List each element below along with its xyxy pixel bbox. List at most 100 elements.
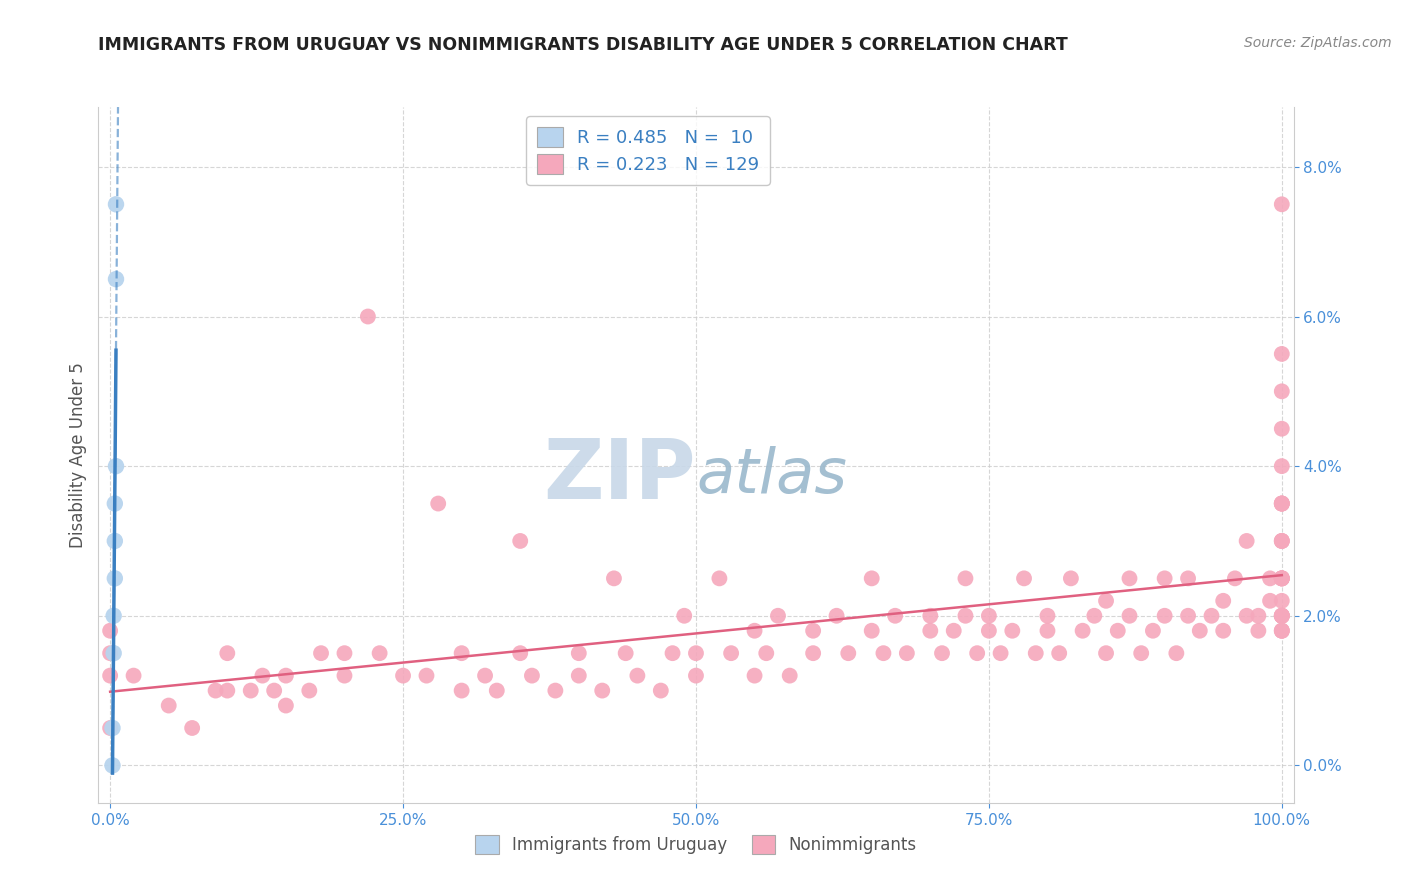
- Point: [1271, 594, 1294, 608]
- Point: [105, 272, 128, 286]
- Point: [1130, 646, 1153, 660]
- Point: [1107, 624, 1129, 638]
- Point: [955, 571, 977, 585]
- Point: [1271, 608, 1294, 623]
- Point: [801, 646, 824, 660]
- Text: ZIP: ZIP: [544, 435, 696, 516]
- Point: [1247, 608, 1270, 623]
- Point: [685, 646, 707, 660]
- Point: [931, 646, 953, 660]
- Point: [591, 683, 613, 698]
- Point: [474, 668, 496, 682]
- Point: [1188, 624, 1211, 638]
- Point: [673, 608, 696, 623]
- Point: [1271, 459, 1294, 474]
- Point: [1271, 533, 1294, 548]
- Point: [1271, 571, 1294, 585]
- Point: [1271, 624, 1294, 638]
- Point: [520, 668, 543, 682]
- Point: [1271, 347, 1294, 361]
- Point: [204, 683, 226, 698]
- Point: [103, 608, 125, 623]
- Point: [1258, 594, 1281, 608]
- Point: [1118, 571, 1140, 585]
- Point: [1271, 422, 1294, 436]
- Point: [1083, 608, 1105, 623]
- Point: [298, 683, 321, 698]
- Point: [1142, 624, 1164, 638]
- Point: [977, 624, 1000, 638]
- Point: [357, 310, 380, 324]
- Point: [755, 646, 778, 660]
- Point: [614, 646, 637, 660]
- Point: [1271, 384, 1294, 399]
- Point: [217, 646, 239, 660]
- Point: [181, 721, 204, 735]
- Point: [263, 683, 285, 698]
- Point: [427, 497, 450, 511]
- Point: [1247, 624, 1270, 638]
- Point: [450, 683, 472, 698]
- Point: [98, 624, 121, 638]
- Point: [825, 608, 848, 623]
- Point: [837, 646, 859, 660]
- Point: [1212, 594, 1234, 608]
- Point: [1153, 571, 1175, 585]
- Point: [650, 683, 672, 698]
- Point: [603, 571, 626, 585]
- Point: [1166, 646, 1188, 660]
- Point: [544, 683, 567, 698]
- Point: [626, 668, 648, 682]
- Point: [368, 646, 391, 660]
- Point: [105, 459, 128, 474]
- Point: [252, 668, 274, 682]
- Point: [709, 571, 731, 585]
- Point: [661, 646, 683, 660]
- Point: [685, 668, 707, 682]
- Point: [801, 624, 824, 638]
- Point: [1236, 608, 1258, 623]
- Point: [103, 646, 125, 660]
- Point: [990, 646, 1012, 660]
- Point: [239, 683, 262, 698]
- Point: [1012, 571, 1035, 585]
- Point: [860, 571, 883, 585]
- Text: IMMIGRANTS FROM URUGUAY VS NONIMMIGRANTS DISABILITY AGE UNDER 5 CORRELATION CHAR: IMMIGRANTS FROM URUGUAY VS NONIMMIGRANTS…: [98, 36, 1069, 54]
- Point: [955, 608, 977, 623]
- Point: [1060, 571, 1083, 585]
- Text: Source: ZipAtlas.com: Source: ZipAtlas.com: [1244, 36, 1392, 50]
- Point: [860, 624, 883, 638]
- Point: [333, 668, 356, 682]
- Point: [105, 197, 128, 211]
- Legend: Immigrants from Uruguay, Nonimmigrants: Immigrants from Uruguay, Nonimmigrants: [465, 825, 927, 864]
- Point: [1271, 608, 1294, 623]
- Point: [104, 533, 127, 548]
- Point: [884, 608, 907, 623]
- Point: [920, 608, 942, 623]
- Point: [1271, 571, 1294, 585]
- Point: [309, 646, 332, 660]
- Point: [1271, 197, 1294, 211]
- Point: [392, 668, 415, 682]
- Point: [1271, 608, 1294, 623]
- Point: [1212, 624, 1234, 638]
- Point: [1271, 533, 1294, 548]
- Point: [1036, 624, 1059, 638]
- Point: [415, 668, 437, 682]
- Text: atlas: atlas: [696, 446, 846, 506]
- Point: [1223, 571, 1246, 585]
- Point: [157, 698, 180, 713]
- Point: [1271, 533, 1294, 548]
- Point: [568, 668, 591, 682]
- Point: [766, 608, 789, 623]
- Point: [485, 683, 508, 698]
- Point: [1258, 571, 1281, 585]
- Point: [274, 668, 297, 682]
- Point: [966, 646, 988, 660]
- Point: [1271, 608, 1294, 623]
- Point: [98, 668, 121, 682]
- Point: [1271, 497, 1294, 511]
- Point: [1236, 533, 1258, 548]
- Point: [122, 668, 145, 682]
- Point: [942, 624, 965, 638]
